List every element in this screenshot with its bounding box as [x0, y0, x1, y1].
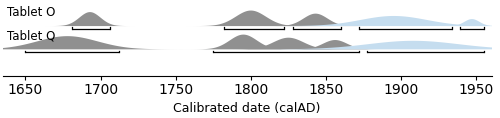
- Text: Tablet Q: Tablet Q: [8, 29, 56, 42]
- X-axis label: Calibrated date (calAD): Calibrated date (calAD): [174, 102, 321, 115]
- Text: Tablet O: Tablet O: [8, 6, 56, 19]
